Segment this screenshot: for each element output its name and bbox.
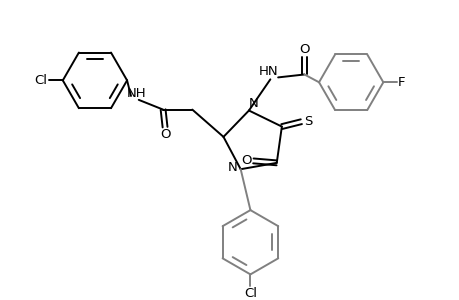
Text: Cl: Cl [34,74,47,87]
Text: O: O [298,43,309,56]
Text: N: N [248,97,258,110]
Text: O: O [159,128,170,141]
Text: HN: HN [258,65,278,78]
Text: S: S [303,115,312,128]
Text: O: O [241,154,251,167]
Text: N: N [228,161,237,174]
Text: Cl: Cl [243,287,257,300]
Text: NH: NH [127,86,146,100]
Text: F: F [397,76,405,89]
